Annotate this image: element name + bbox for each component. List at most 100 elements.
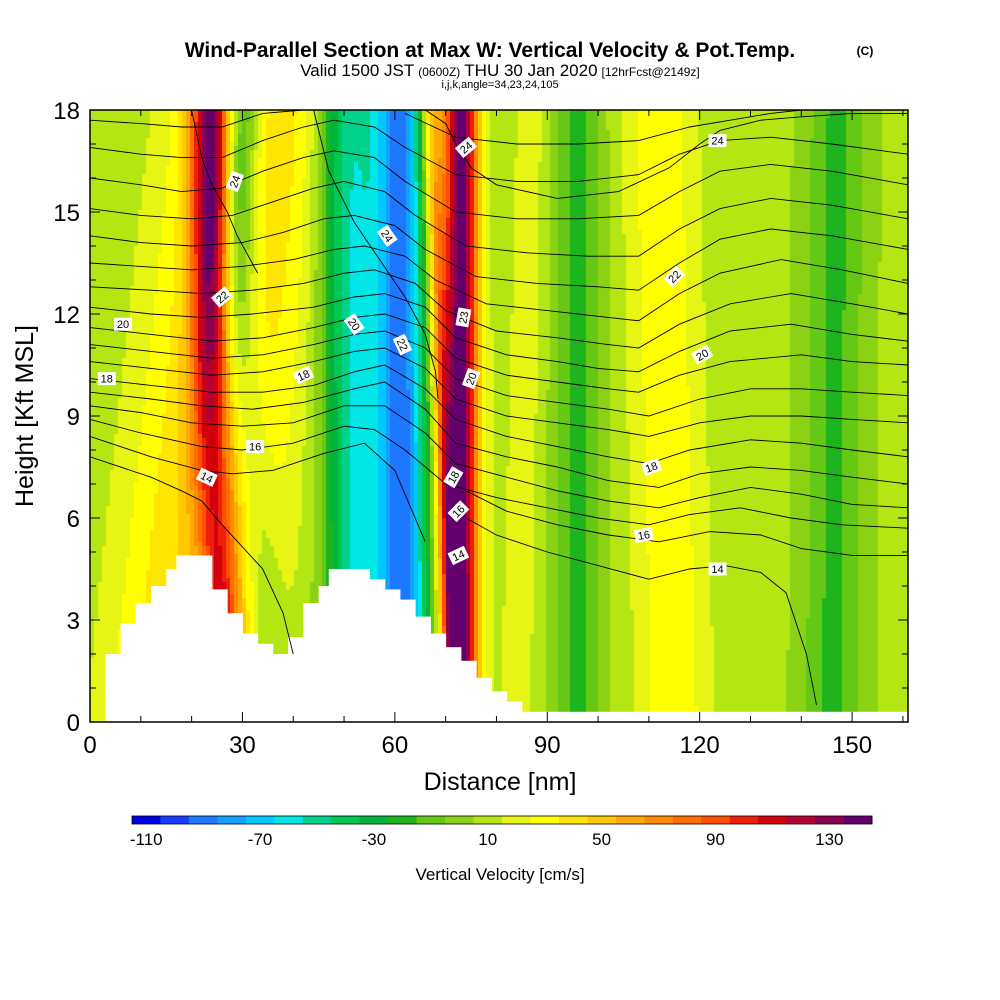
w-cell [858,146,863,151]
w-cell [890,118,895,123]
w-cell [470,178,475,183]
w-cell [158,178,163,183]
w-cell [886,150,891,155]
w-cell [878,154,883,159]
w-cell [698,194,703,199]
w-cell [838,118,843,123]
w-cell [810,194,815,199]
w-cell [782,122,787,127]
w-cell [462,162,467,167]
w-cell [850,130,855,135]
w-cell [842,134,847,139]
w-cell [206,162,211,167]
w-cell [646,142,651,147]
w-cell [658,182,663,187]
w-cell [554,150,559,155]
w-cell [338,162,343,167]
w-cell [482,114,487,119]
w-cell [434,110,439,115]
w-cell [650,138,655,143]
w-cell [242,130,247,135]
w-cell [334,122,339,127]
w-cell [298,178,303,183]
w-cell [622,182,627,187]
w-cell [874,126,879,131]
w-cell [530,194,535,199]
w-cell [886,118,891,123]
w-cell [806,130,811,135]
w-cell [510,198,515,203]
w-cell [842,118,847,123]
w-cell [206,170,211,175]
w-cell [450,186,455,191]
w-cell [866,178,871,183]
w-cell [450,178,455,183]
w-cell [870,142,875,147]
w-cell [458,190,463,195]
w-cell [118,146,123,151]
w-cell [670,186,675,191]
w-cell [706,170,711,175]
w-cell [886,110,891,115]
w-cell [394,130,399,135]
w-cell [294,150,299,155]
w-cell [218,158,223,163]
w-cell [326,206,331,211]
w-cell [118,166,123,171]
w-cell [826,174,831,179]
w-cell [466,134,471,139]
w-cell [382,166,387,171]
w-cell [266,126,271,131]
w-cell [606,142,611,147]
w-cell [190,134,195,139]
w-cell [266,190,271,195]
w-cell [146,178,151,183]
w-cell [558,190,563,195]
w-cell [754,174,759,179]
w-cell [462,190,467,195]
w-cell [494,158,499,163]
w-cell [882,190,887,195]
w-cell [622,122,627,127]
w-cell [282,190,287,195]
w-cell [490,146,495,151]
w-cell [594,118,599,123]
w-cell [622,114,627,119]
w-cell [478,118,483,123]
w-cell [610,118,615,123]
w-cell [306,186,311,191]
w-cell [518,138,523,143]
w-cell [586,110,591,115]
w-cell [878,118,883,123]
w-cell [322,166,327,171]
w-cell [570,182,575,187]
w-cell [766,194,771,199]
w-cell [694,190,699,195]
w-cell [310,202,315,207]
w-cell [726,114,731,119]
w-cell [198,126,203,131]
w-cell [254,122,259,127]
w-cell [834,186,839,191]
w-cell [322,194,327,199]
w-cell [730,182,735,187]
w-cell [666,150,671,155]
w-cell [386,154,391,159]
w-cell [282,178,287,183]
w-cell [558,114,563,119]
w-cell [154,114,159,119]
w-cell [318,166,323,171]
w-cell [382,122,387,127]
w-cell [274,206,279,211]
w-cell [250,186,255,191]
w-cell [426,182,431,187]
w-cell [378,166,383,171]
w-cell [378,162,383,167]
w-cell [678,178,683,183]
w-cell [126,110,131,115]
w-cell [550,198,555,203]
w-cell [370,178,375,183]
w-cell [250,198,255,203]
w-cell [222,206,227,211]
w-cell [462,166,467,171]
